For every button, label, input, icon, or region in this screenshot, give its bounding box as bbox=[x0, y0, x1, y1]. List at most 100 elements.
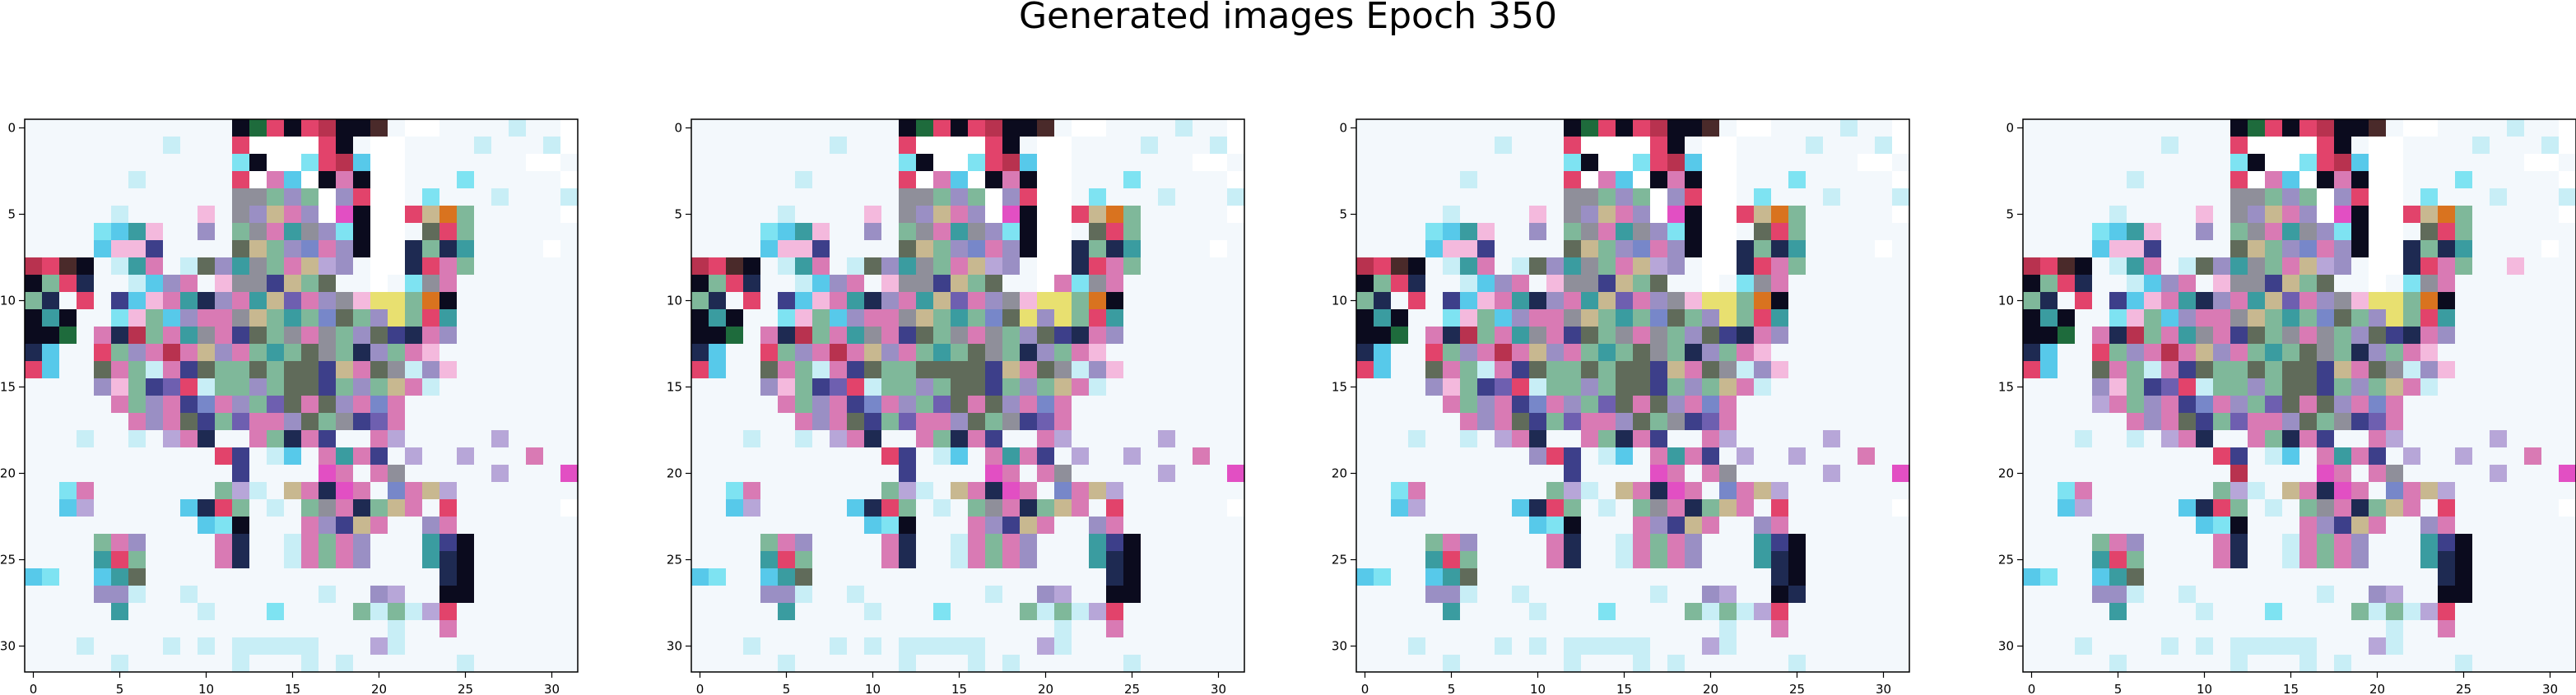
pixel-cell bbox=[59, 309, 77, 327]
pixel-cell bbox=[388, 154, 406, 172]
pixel-cell bbox=[2075, 430, 2093, 448]
pixel-cell bbox=[2144, 465, 2162, 483]
pixel-cell bbox=[2420, 655, 2439, 673]
pixel-cell bbox=[2040, 206, 2058, 224]
pixel-cell bbox=[249, 637, 267, 656]
pixel-cell bbox=[422, 257, 440, 276]
pixel-cell bbox=[2058, 171, 2076, 189]
pixel-cell bbox=[2213, 396, 2231, 414]
pixel-cell bbox=[2438, 655, 2456, 673]
pixel-cell bbox=[2127, 396, 2145, 414]
pixel-cell bbox=[2248, 586, 2266, 604]
pixel-cell bbox=[2178, 499, 2197, 517]
pixel-cell bbox=[2127, 465, 2145, 483]
pixel-cell bbox=[284, 206, 302, 224]
pixel-cell bbox=[2334, 378, 2352, 396]
pixel-cell bbox=[388, 499, 406, 517]
pixel-cell bbox=[2299, 465, 2318, 483]
pixel-cell bbox=[560, 465, 579, 483]
pixel-cell bbox=[2559, 188, 2576, 206]
pixel-cell bbox=[249, 551, 267, 569]
pixel-cell bbox=[2075, 534, 2093, 552]
pixel-cell bbox=[2213, 482, 2231, 500]
pixel-cell bbox=[2369, 482, 2387, 500]
pixel-cell bbox=[267, 637, 285, 656]
pixel-cell bbox=[2455, 171, 2473, 189]
pixel-cell bbox=[422, 430, 440, 448]
pixel-cell bbox=[526, 534, 544, 552]
pixel-cell bbox=[2178, 240, 2197, 258]
pixel-cell bbox=[526, 637, 544, 656]
pixel-cell bbox=[2058, 430, 2076, 448]
pixel-cell bbox=[405, 465, 423, 483]
pixel-cell bbox=[2075, 292, 2093, 310]
pixel-cell bbox=[59, 275, 77, 293]
pixel-cell bbox=[267, 482, 285, 500]
pixel-cell bbox=[543, 430, 561, 448]
pixel-cell bbox=[2109, 465, 2127, 483]
pixel-cell bbox=[491, 465, 509, 483]
pixel-cell bbox=[2351, 482, 2369, 500]
pixel-cell bbox=[2230, 620, 2248, 638]
pixel-cell bbox=[128, 361, 146, 379]
pixel-cell bbox=[543, 637, 561, 656]
pixel-cell bbox=[2438, 292, 2456, 310]
pixel-cell bbox=[2541, 482, 2560, 500]
pixel-cell bbox=[2058, 465, 2076, 483]
pixel-cell bbox=[163, 430, 181, 448]
pixel-cell bbox=[439, 223, 458, 241]
pixel-cell bbox=[267, 499, 285, 517]
pixel-cell bbox=[2230, 586, 2248, 604]
pixel-cell bbox=[198, 292, 216, 310]
pixel-cell bbox=[180, 603, 198, 621]
pixel-cell bbox=[336, 154, 354, 172]
pixel-cell bbox=[301, 137, 319, 155]
pixel-cell bbox=[2386, 586, 2404, 604]
pixel-cell bbox=[2369, 137, 2387, 155]
pixel-cell bbox=[457, 655, 475, 673]
pixel-cell bbox=[284, 188, 302, 206]
pixel-cell bbox=[2490, 499, 2508, 517]
pixel-cell bbox=[2472, 603, 2490, 621]
pixel-cell bbox=[2559, 465, 2576, 483]
pixel-cell bbox=[2040, 637, 2058, 656]
pixel-cell bbox=[198, 620, 216, 638]
pixel-cell bbox=[249, 603, 267, 621]
pixel-cell bbox=[2196, 361, 2214, 379]
pixel-cell bbox=[370, 223, 388, 241]
pixel-cell bbox=[2334, 257, 2352, 276]
y-tick-label: 15 bbox=[0, 380, 16, 395]
pixel-cell bbox=[2472, 378, 2490, 396]
pixel-cell bbox=[301, 361, 319, 379]
pixel-cell bbox=[42, 188, 60, 206]
pixel-cell bbox=[353, 482, 371, 500]
pixel-cell bbox=[405, 655, 423, 673]
pixel-cell bbox=[491, 482, 509, 500]
pixel-cell bbox=[59, 447, 77, 466]
pixel-cell bbox=[232, 586, 250, 604]
pixel-cell bbox=[2023, 119, 2041, 137]
pixel-cell bbox=[2317, 499, 2335, 517]
pixel-cell bbox=[405, 188, 423, 206]
pixel-cell bbox=[370, 482, 388, 500]
pixel-cell bbox=[2230, 447, 2248, 466]
pixel-cell bbox=[560, 361, 579, 379]
pixel-cell bbox=[2524, 499, 2542, 517]
pixel-cell bbox=[2230, 465, 2248, 483]
pixel-cell bbox=[2178, 327, 2197, 345]
pixel-cell bbox=[2282, 534, 2300, 552]
pixel-cell bbox=[215, 447, 233, 466]
pixel-cell bbox=[2178, 534, 2197, 552]
pixel-cell bbox=[457, 154, 475, 172]
pixel-cell bbox=[2541, 568, 2560, 586]
pixel-cell bbox=[509, 137, 527, 155]
pixel-cell bbox=[2213, 119, 2231, 137]
pixel-cell bbox=[2299, 275, 2318, 293]
pixel-cell bbox=[198, 378, 216, 396]
pixel-cell bbox=[2559, 413, 2576, 431]
pixel-cell bbox=[2075, 154, 2093, 172]
pixel-cell bbox=[2127, 603, 2145, 621]
pixel-cell bbox=[2127, 655, 2145, 673]
pixel-cell bbox=[2230, 655, 2248, 673]
pixel-cell bbox=[2196, 275, 2214, 293]
